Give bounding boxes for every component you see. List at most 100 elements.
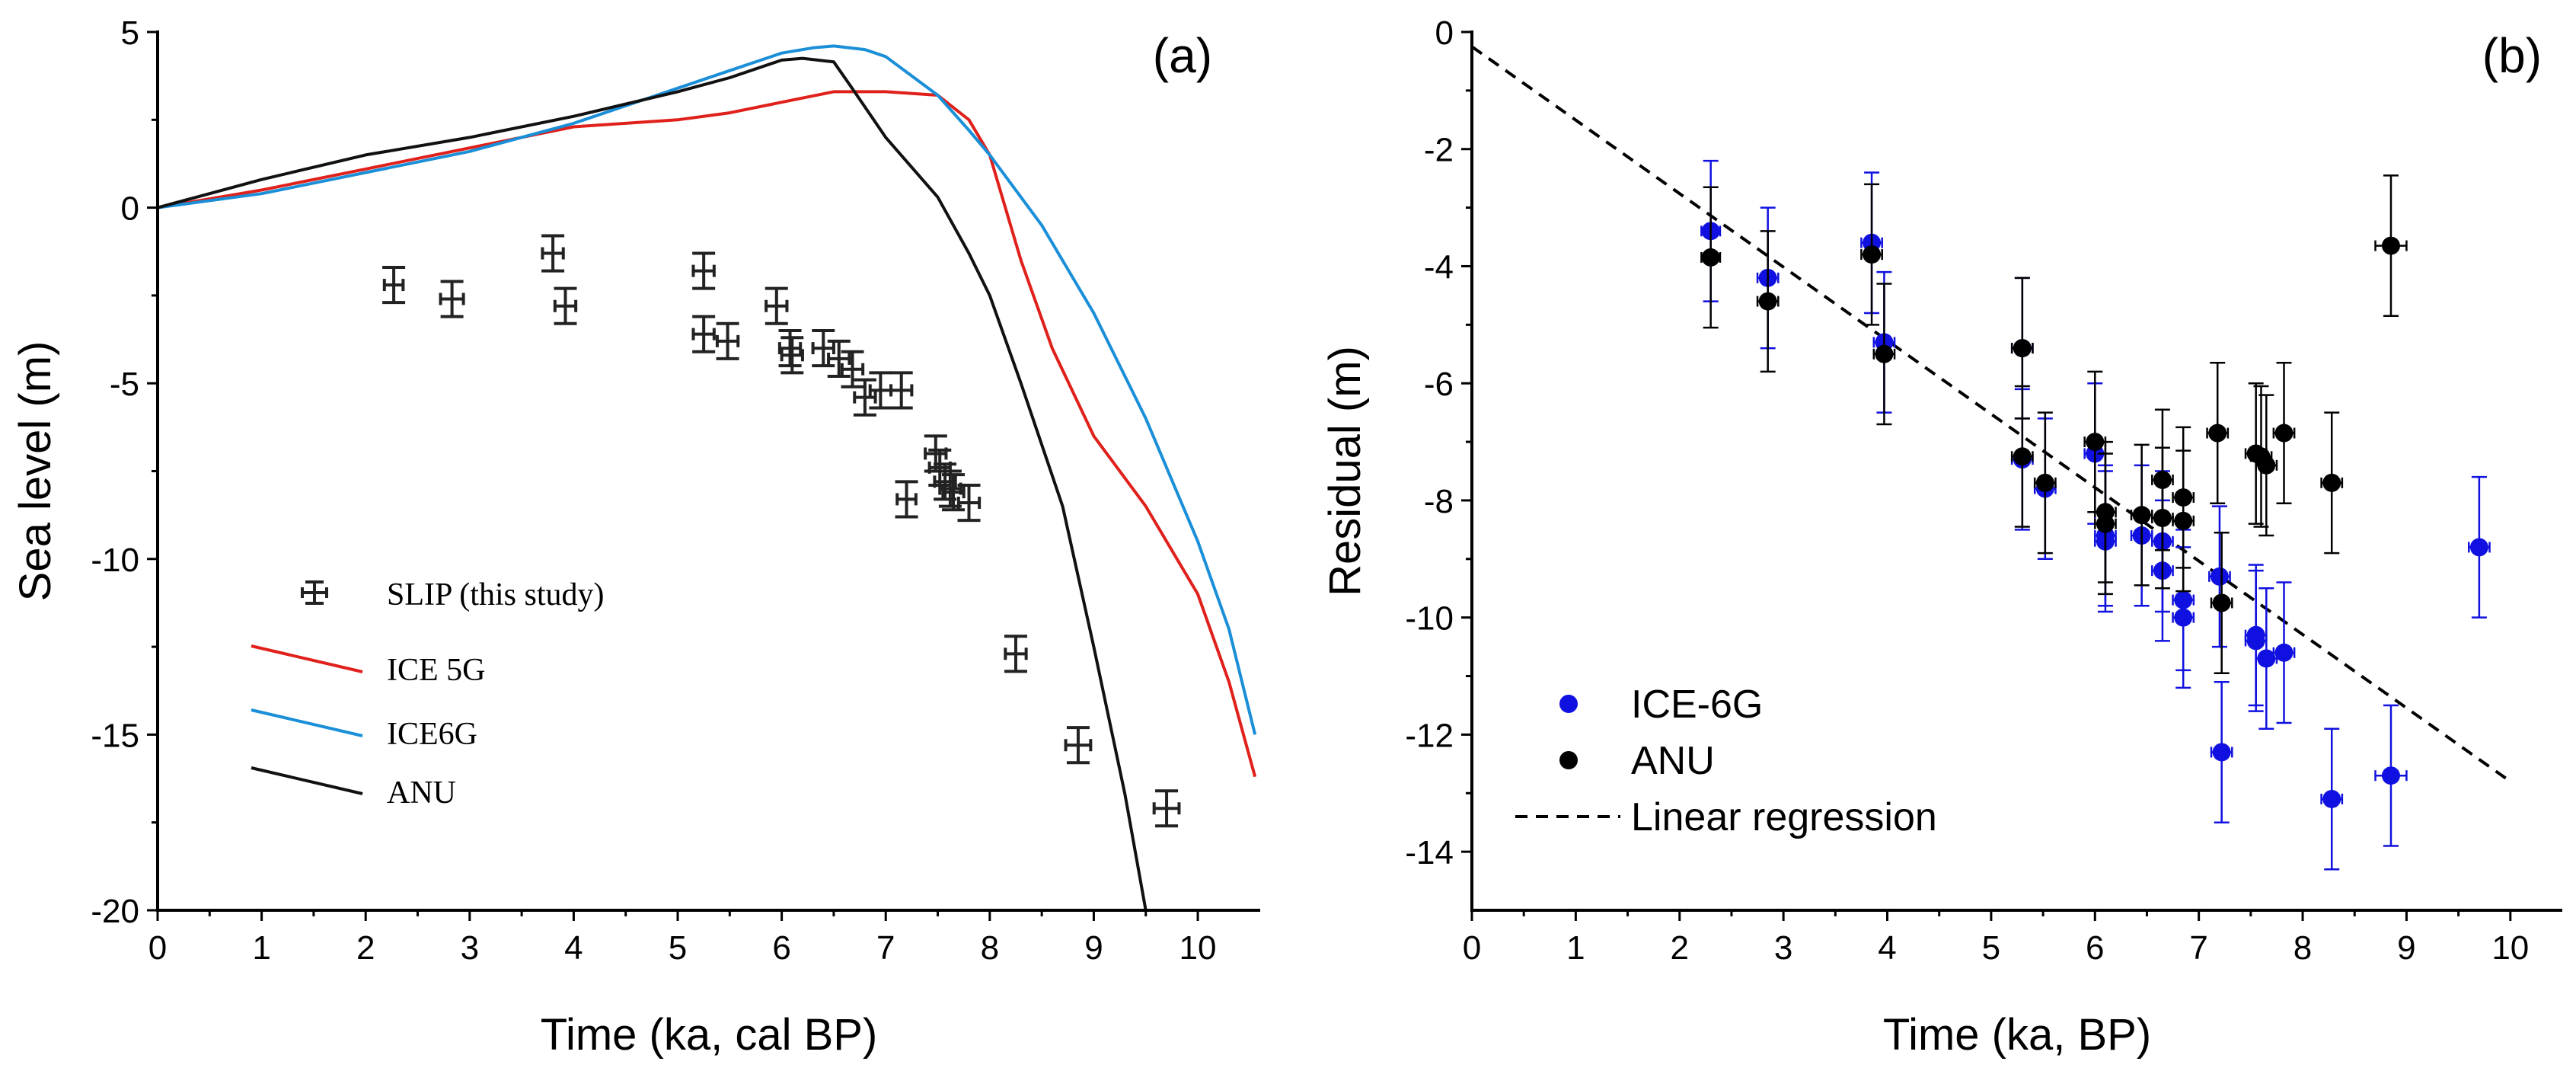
point-marker	[1758, 292, 1777, 311]
legend-ice6g-label: ICE6G	[387, 717, 477, 752]
y-tick-label-b: -4	[1424, 248, 1454, 286]
slip-point	[1004, 635, 1028, 673]
x-tick-label-a: 0	[148, 929, 167, 967]
point-marker	[1701, 248, 1720, 267]
slip-point	[941, 473, 966, 512]
x-tick-label-b: 4	[1878, 929, 1896, 967]
anu-point	[2206, 362, 2230, 505]
ice6g-point	[2320, 727, 2344, 871]
panel-b-y-axis-title: Residual (m)	[1320, 346, 1370, 596]
curve-anu	[157, 56, 1148, 911]
panel-a-label: (a)	[1153, 28, 1212, 83]
y-tick-label-b: 0	[1435, 14, 1454, 52]
point-marker	[2257, 649, 2276, 668]
anu-point	[2374, 174, 2408, 318]
anu-point	[1756, 230, 1780, 373]
slip-point	[1152, 789, 1181, 828]
point-marker	[2246, 631, 2265, 651]
slip-point	[439, 280, 465, 318]
point-marker	[2132, 506, 2151, 525]
legend-ice6g-label: ICE-6G	[1631, 683, 1763, 727]
panel-a-chart: 0 1 2 3 4 5 6 7 8 9 10 5 0 -5 -10 -15 -20 (a) Time (ka, …	[11, 14, 1260, 1060]
x-tick-label-a: 1	[252, 929, 270, 967]
point-marker	[2035, 473, 2054, 492]
x-tick-label-a: 6	[772, 929, 790, 967]
legend-ice5g-label: ICE 5G	[387, 653, 486, 688]
panel-a-curves	[157, 44, 1257, 911]
anu-point	[2172, 449, 2195, 593]
panel-a-legend: SLIP (this study) ICE 5G ICE6G ANU	[251, 577, 604, 810]
x-tick-label-b: 0	[1463, 929, 1481, 967]
point-marker	[2469, 538, 2488, 557]
point-marker	[2212, 593, 2231, 612]
panel-b-legend: ICE-6G ANU Linear regression	[1515, 683, 1937, 839]
legend-ice6g-line	[251, 708, 363, 737]
x-tick-label-b: 1	[1566, 929, 1585, 967]
anu-point	[2083, 370, 2107, 513]
legend-anu-marker	[1559, 751, 1578, 769]
slip-point	[853, 378, 877, 417]
point-marker	[2212, 743, 2231, 762]
ice6g-point	[2244, 569, 2268, 712]
panel-b-residual-points	[1700, 159, 2491, 871]
x-tick-label-a: 9	[1084, 929, 1103, 967]
panel-b-label: (b)	[2482, 28, 2542, 83]
point-marker	[2174, 608, 2193, 627]
anu-point	[2320, 411, 2344, 555]
curve-ice5g	[157, 90, 1257, 778]
legend-slip-errorbar	[301, 580, 328, 605]
anu-point	[2033, 411, 2057, 555]
x-tick-label-a: 10	[1179, 929, 1217, 967]
panel-b-x-axis-title: Time (ka, BP)	[1883, 1010, 2151, 1060]
x-tick-label-a: 8	[981, 929, 999, 967]
panel-a-y-axis-title: Sea level (m)	[11, 341, 60, 602]
ice6g-point	[2210, 680, 2233, 823]
panel-b-regression-line	[1470, 45, 2511, 783]
y-tick-label-a: -15	[91, 717, 139, 754]
point-marker	[2086, 433, 2105, 452]
y-tick-label-a: -5	[110, 366, 139, 403]
slip-point	[765, 286, 789, 325]
slip-point	[780, 336, 804, 375]
point-marker	[2322, 789, 2341, 808]
x-tick-label-b: 9	[2397, 929, 2415, 967]
slip-point	[1064, 726, 1093, 765]
y-tick-label-b: -14	[1405, 834, 1454, 871]
x-tick-label-b: 6	[2086, 929, 2104, 967]
x-tick-label-b: 10	[2491, 929, 2529, 967]
x-tick-label-a: 3	[461, 929, 479, 967]
anu-point	[2094, 452, 2117, 596]
legend-slip-label: SLIP (this study)	[387, 577, 604, 612]
y-tick-label-a: -10	[91, 542, 139, 579]
slip-point	[840, 350, 865, 388]
point-marker	[2257, 456, 2276, 475]
slip-point	[895, 480, 918, 519]
y-tick-label-b: -6	[1424, 366, 1454, 403]
point-marker	[2274, 643, 2294, 662]
slip-point	[691, 251, 716, 290]
anu-point	[2010, 385, 2034, 528]
legend-anu-line	[251, 766, 363, 795]
slip-point	[811, 329, 835, 368]
ice6g-point	[2468, 475, 2491, 619]
y-tick-label-a: -20	[91, 893, 139, 930]
legend-ice6g-marker	[1559, 695, 1578, 713]
point-marker	[2013, 447, 2032, 466]
point-marker	[2381, 766, 2400, 785]
anu-point	[1860, 183, 1883, 326]
x-tick-label-a: 2	[356, 929, 375, 967]
slip-point	[889, 371, 914, 410]
panel-a-x-axis-title: Time (ka, cal BP)	[541, 1010, 878, 1060]
slip-point	[553, 286, 578, 325]
curve-ice6g	[157, 44, 1257, 735]
y-tick-label-b: -10	[1405, 600, 1454, 638]
y-tick-label-b: -2	[1424, 132, 1454, 169]
slip-point	[827, 339, 851, 378]
anu-point	[1700, 186, 1722, 329]
point-marker	[1875, 344, 1894, 363]
anu-point	[2272, 362, 2296, 505]
anu-point	[2210, 531, 2233, 674]
point-marker	[2274, 424, 2294, 443]
x-tick-label-b: 3	[1774, 929, 1792, 967]
panel-b-ticks: 0 1 2 3 4 5 6 7 8 9 10 0 -2 -4 -6 -8 -10 -12 -14	[1405, 14, 2529, 967]
